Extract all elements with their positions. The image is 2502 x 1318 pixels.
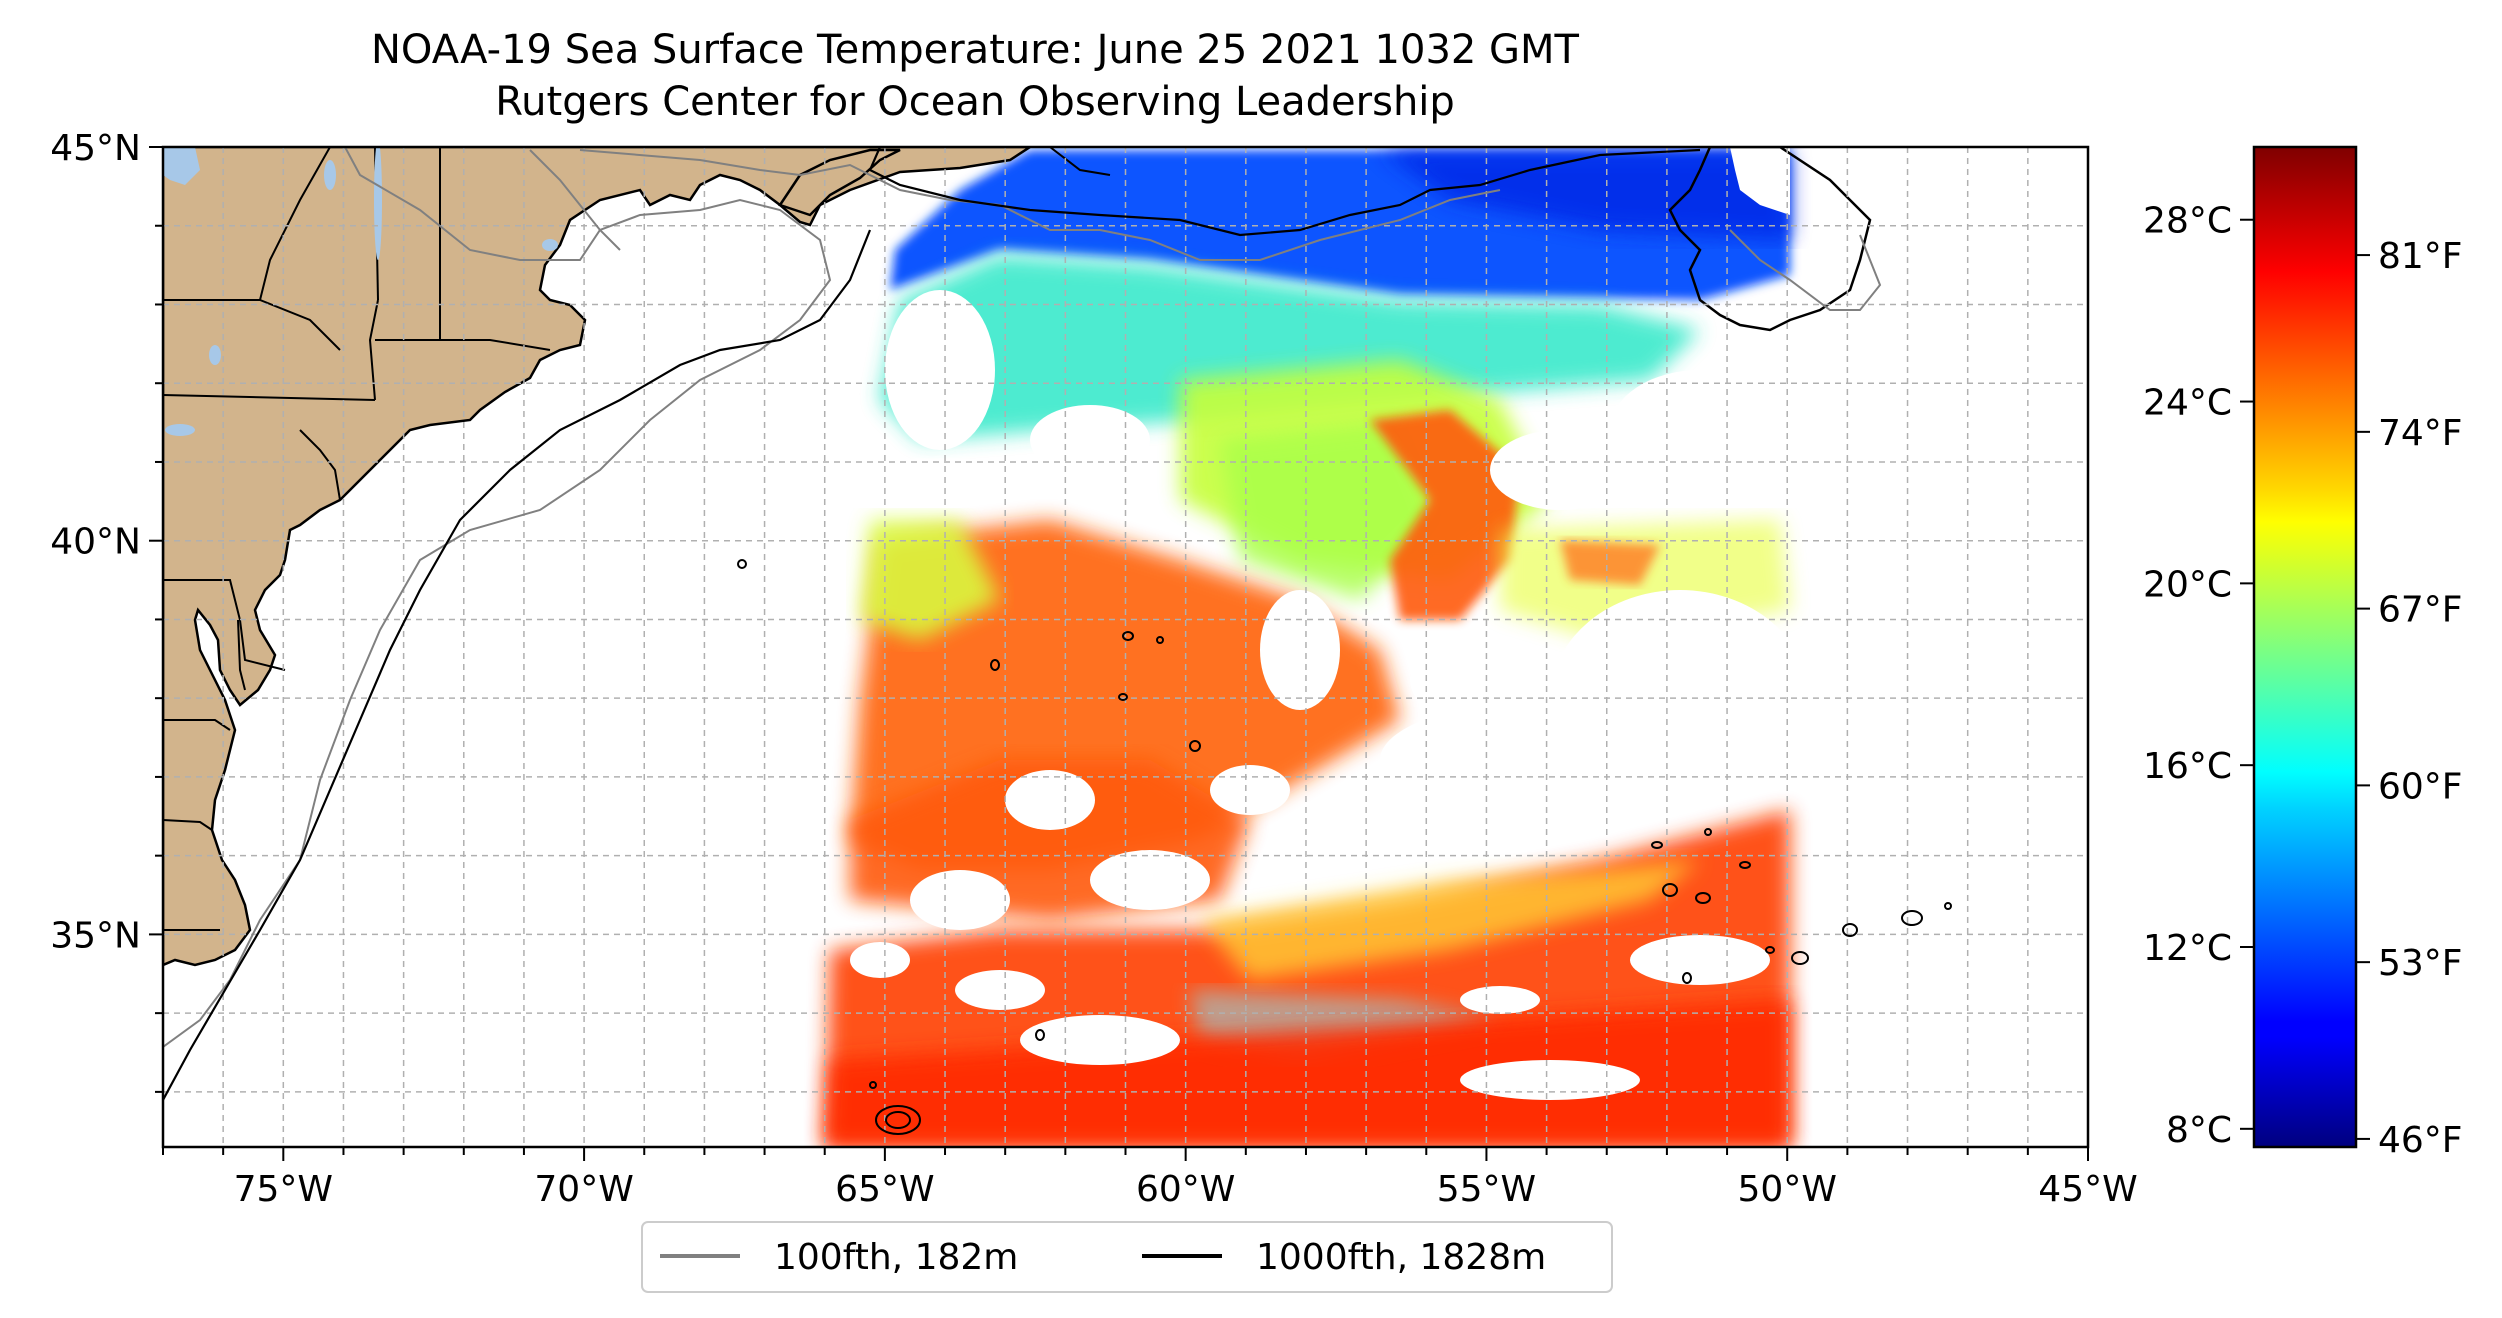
map-title: NOAA-19 Sea Surface Temperature: June 25… xyxy=(370,27,1579,73)
sst-hot-south xyxy=(825,1000,1790,1147)
fahrenheit-tick-label: 46°F xyxy=(2378,1120,2463,1161)
celsius-tick-label: 16°C xyxy=(2143,746,2232,787)
nova-scotia-land xyxy=(778,148,901,217)
map-area xyxy=(163,147,2088,1147)
nova-scotia-coast xyxy=(1668,147,1872,332)
fahrenheit-tick-label: 53°F xyxy=(2378,943,2463,984)
fahrenheit-tick-label: 81°F xyxy=(2378,236,2463,277)
fahrenheit-tick-label: 67°F xyxy=(2378,590,2463,631)
lon-tick-label: 70°W xyxy=(534,1169,633,1210)
celsius-tick-label: 28°C xyxy=(2143,201,2232,242)
celsius-tick-label: 12°C xyxy=(2143,928,2232,969)
isobath-100fth-east xyxy=(1729,229,1882,311)
sst-orange-fleck xyxy=(1560,540,1660,585)
latitude-axis: 45°N 40°N 35°N xyxy=(50,128,163,1093)
seamount-contours xyxy=(737,559,1952,1135)
colorbar-frame xyxy=(2252,145,2358,1149)
east-clip-edge xyxy=(1730,147,1790,215)
legend-label-100fth: 100fth, 182m xyxy=(774,1237,1018,1278)
lon-tick-label: 50°W xyxy=(1738,1169,1837,1210)
sst-very-cold-patch xyxy=(1380,150,1790,240)
celsius-tick-label: 20°C xyxy=(2143,564,2232,605)
celsius-tick-label: 8°C xyxy=(2166,1110,2232,1151)
colorbar: 28°C 24°C 20°C 16°C 12°C 8°C 81°F 74°F 67°F 60°F… xyxy=(2143,145,2463,1161)
map-gridlines xyxy=(163,147,2088,1147)
lat-tick-label: 40°N xyxy=(50,522,141,563)
isobath-1000fth-north xyxy=(868,147,1701,237)
sst-data-layer xyxy=(825,150,1810,1147)
north-america-land xyxy=(163,147,1033,967)
sst-cyan-band xyxy=(880,255,1700,440)
land-layer xyxy=(163,147,1872,967)
sst-yellow-streak xyxy=(1200,860,1700,980)
legend-box xyxy=(641,1221,1613,1293)
lon-tick-label: 65°W xyxy=(835,1169,934,1210)
colorbar-celsius-axis: 28°C 24°C 20°C 16°C 12°C 8°C xyxy=(2143,201,2254,1151)
fahrenheit-tick-label: 74°F xyxy=(2378,413,2463,454)
colorbar-gradient xyxy=(2254,147,2356,1147)
isobath-100fth-gulf xyxy=(529,149,621,251)
sst-green-region xyxy=(1220,420,1440,600)
cloud-masks xyxy=(850,290,1810,1100)
isobath-100fth-north xyxy=(579,149,1501,261)
isobath-100fth xyxy=(163,147,832,1048)
lakes xyxy=(163,147,558,436)
lon-tick-label: 45°W xyxy=(2038,1169,2137,1210)
legend-label-1000fth: 1000fth, 1828m xyxy=(1256,1237,1546,1278)
sst-yellow-patch-west xyxy=(860,520,1000,640)
lon-tick-label: 75°W xyxy=(234,1169,333,1210)
longitude-axis: 75°W 70°W 65°W 60°W 55°W 50°W 45°W xyxy=(162,1147,2138,1210)
fahrenheit-tick-label: 60°F xyxy=(2378,766,2463,807)
map-subtitle: Rutgers Center for Ocean Observing Leade… xyxy=(495,79,1455,125)
lat-tick-label: 35°N xyxy=(50,915,141,956)
colorbar-fahrenheit-axis: 81°F 74°F 67°F 60°F 53°F 46°F xyxy=(2356,236,2463,1161)
celsius-tick-label: 24°C xyxy=(2143,383,2232,424)
bathymetry-legend: 100fth, 182m 1000fth, 1828m xyxy=(641,1221,1613,1293)
isobath-1000fth xyxy=(163,229,872,1101)
lon-tick-label: 55°W xyxy=(1437,1169,1536,1210)
lat-tick-label: 45°N xyxy=(50,128,141,169)
lon-tick-label: 60°W xyxy=(1136,1169,1235,1210)
